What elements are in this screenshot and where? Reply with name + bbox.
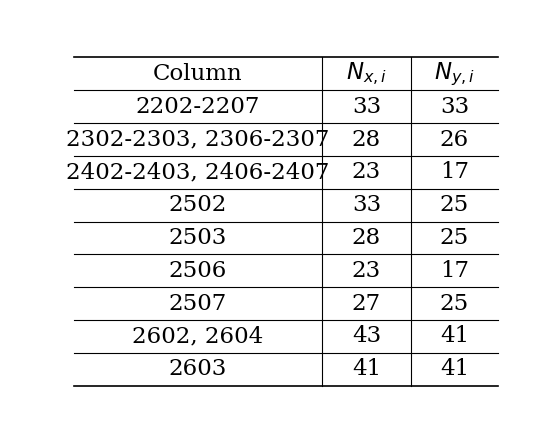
Text: 33: 33 (352, 194, 381, 216)
Text: 43: 43 (352, 326, 381, 347)
Text: 25: 25 (440, 292, 469, 315)
Text: 2302-2303, 2306-2307: 2302-2303, 2306-2307 (66, 128, 330, 150)
Text: 23: 23 (352, 260, 381, 282)
Text: 2502: 2502 (169, 194, 227, 216)
Text: 25: 25 (440, 227, 469, 249)
Text: 17: 17 (440, 161, 469, 183)
Text: 41: 41 (352, 358, 381, 380)
Text: 41: 41 (440, 358, 469, 380)
Text: 2507: 2507 (169, 292, 227, 315)
Text: 2602, 2604: 2602, 2604 (132, 326, 264, 347)
Text: 41: 41 (440, 326, 469, 347)
Text: Column: Column (153, 63, 243, 85)
Text: 28: 28 (352, 227, 381, 249)
Text: 33: 33 (352, 96, 381, 118)
Text: 2506: 2506 (169, 260, 227, 282)
Text: 33: 33 (440, 96, 469, 118)
Text: 25: 25 (440, 194, 469, 216)
Text: 23: 23 (352, 161, 381, 183)
Text: 17: 17 (440, 260, 469, 282)
Text: 26: 26 (440, 128, 469, 150)
Text: 2402-2403, 2406-2407: 2402-2403, 2406-2407 (66, 161, 330, 183)
Text: 2603: 2603 (169, 358, 227, 380)
Text: $N_{x,i}$: $N_{x,i}$ (346, 60, 387, 87)
Text: 27: 27 (352, 292, 381, 315)
Text: 28: 28 (352, 128, 381, 150)
Text: 2503: 2503 (169, 227, 227, 249)
Text: 2202-2207: 2202-2207 (136, 96, 260, 118)
Text: $N_{y,i}$: $N_{y,i}$ (434, 60, 475, 87)
